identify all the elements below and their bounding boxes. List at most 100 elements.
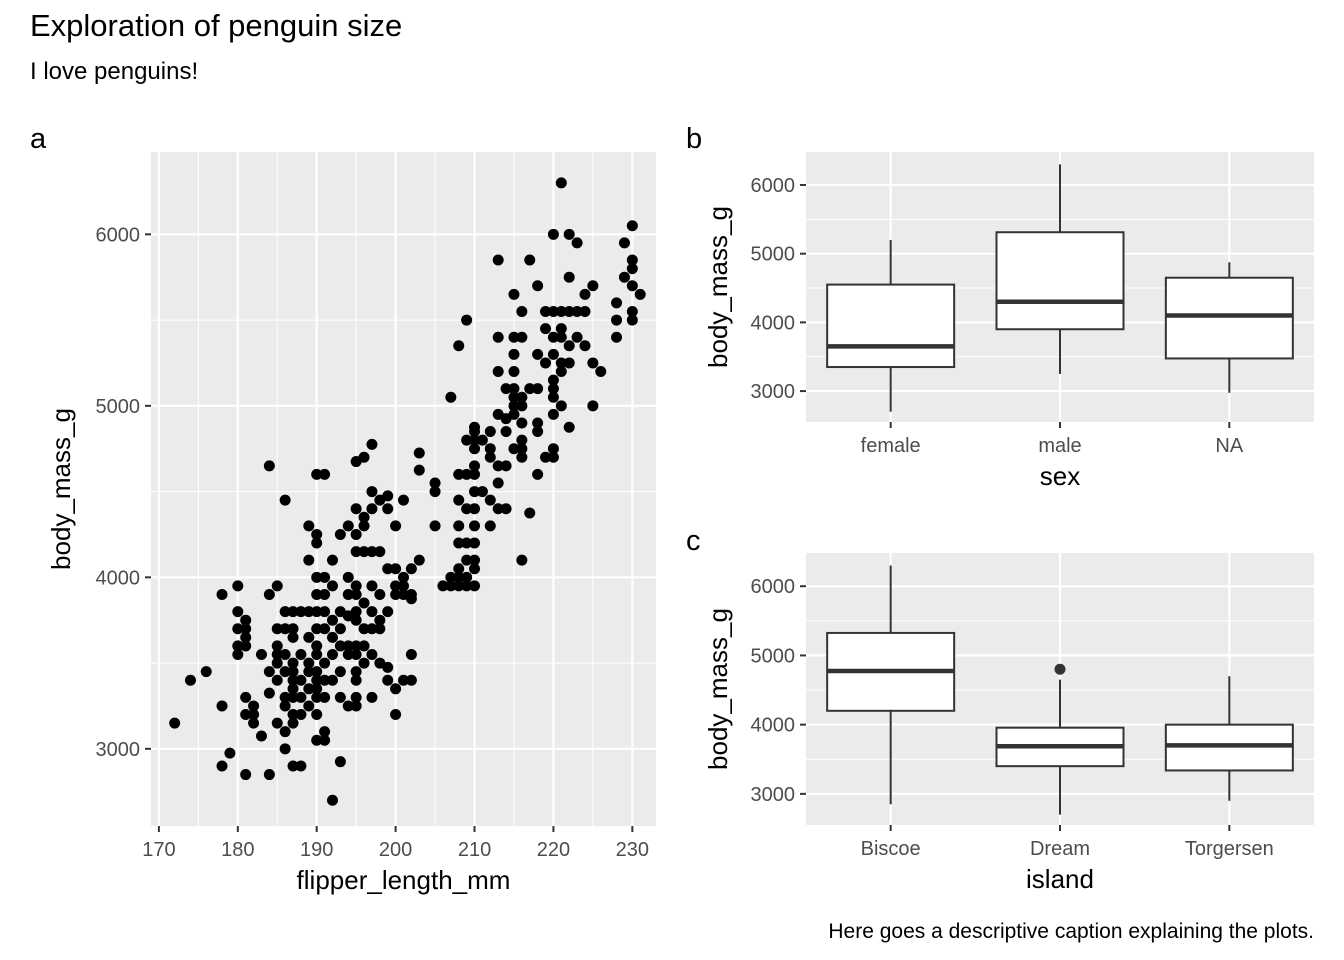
scatter-point xyxy=(334,623,346,635)
y-tick-label: 6000 xyxy=(751,175,796,197)
scatter-point xyxy=(303,554,315,566)
scatter-point xyxy=(200,666,212,678)
scatter-point xyxy=(279,494,291,506)
scatter-point xyxy=(595,366,607,378)
scatter-point xyxy=(358,520,370,532)
scatter-point xyxy=(358,511,370,523)
x-tick-label: 190 xyxy=(300,839,333,861)
scatter-point xyxy=(382,661,394,673)
scatter-point xyxy=(374,546,386,558)
scatter-point xyxy=(516,451,528,463)
scatter-point xyxy=(492,331,504,343)
y-tick-label: 3000 xyxy=(751,381,796,403)
scatter-point xyxy=(469,460,481,472)
scatter-point xyxy=(169,717,181,729)
panel-tag: a xyxy=(30,123,47,155)
scatter-point xyxy=(311,571,323,583)
scatter-point xyxy=(469,468,481,480)
scatter-point xyxy=(571,305,583,317)
scatter-point xyxy=(524,254,536,266)
scatter-point xyxy=(390,563,402,575)
scatter-point xyxy=(547,305,559,317)
y-tick-label: 6000 xyxy=(751,576,796,598)
scatter-point xyxy=(508,331,520,343)
scatter-point xyxy=(461,468,473,480)
scatter-point xyxy=(319,674,331,686)
scatter-point xyxy=(516,305,528,317)
scatter-point xyxy=(240,623,252,635)
scatter-point xyxy=(295,691,307,703)
scatter-point xyxy=(326,794,338,806)
scatter-point xyxy=(547,391,559,403)
panel-tag: c xyxy=(686,525,701,557)
scatter-point xyxy=(350,700,362,712)
scatter-point xyxy=(398,674,409,686)
scatter-point xyxy=(358,657,370,669)
scatter-point xyxy=(461,554,473,566)
scatter-point xyxy=(350,691,362,703)
scatter-point xyxy=(611,297,623,309)
scatter-point xyxy=(366,580,378,592)
scatter-point xyxy=(319,588,331,600)
scatter-point xyxy=(287,683,299,695)
box-male xyxy=(995,164,1125,374)
scatter-point xyxy=(469,503,481,515)
scatter-point xyxy=(626,220,638,232)
scatter-point xyxy=(555,323,567,335)
scatter-point xyxy=(587,400,599,412)
scatter-point xyxy=(540,451,552,463)
scatter-point xyxy=(469,443,481,455)
scatter-point xyxy=(342,640,354,652)
scatter-point xyxy=(382,490,394,502)
scatter-point xyxy=(618,237,630,249)
x-tick-label: Torgersen xyxy=(1185,838,1274,860)
scatter-point xyxy=(390,683,402,695)
scatter-point xyxy=(540,323,552,335)
scatter-point xyxy=(303,631,315,643)
scatter-point xyxy=(350,588,362,600)
y-tick-label: 3000 xyxy=(751,784,796,806)
scatter-point xyxy=(287,760,299,772)
scatter-point xyxy=(626,263,638,275)
box-na xyxy=(1164,262,1294,393)
scatter-point xyxy=(358,451,370,463)
scatter-point xyxy=(563,271,575,283)
scatter-point xyxy=(508,288,520,300)
scatter-point xyxy=(311,623,323,635)
scatter-point xyxy=(382,606,394,618)
box-iqr xyxy=(826,283,956,369)
scatter-point xyxy=(453,468,465,480)
scatter-point xyxy=(287,657,299,669)
scatter-point xyxy=(303,666,315,678)
panel-c: 3000 4000 5000 6000 Biscoe Dream Torgersen isla… xyxy=(686,525,1314,894)
scatter-point xyxy=(311,606,323,618)
scatter-point xyxy=(319,571,331,583)
scatter-point xyxy=(532,468,544,480)
y-tick-label: 3000 xyxy=(96,739,141,761)
scatter-point xyxy=(524,507,536,519)
scatter-point xyxy=(342,648,354,660)
scatter-point xyxy=(626,254,638,266)
scatter-point xyxy=(358,597,370,609)
scatter-point xyxy=(350,546,362,558)
scatter-point xyxy=(429,520,441,532)
scatter-point xyxy=(248,709,260,721)
scatter-point xyxy=(579,340,591,352)
scatter-point xyxy=(334,640,346,652)
scatter-point xyxy=(287,691,299,703)
y-axis-title: body_mass_g xyxy=(703,608,733,770)
x-tick-label: 210 xyxy=(458,839,491,861)
scatter-point xyxy=(429,486,441,498)
scatter-point xyxy=(516,554,528,566)
scatter-point xyxy=(579,305,591,317)
box-biscoe xyxy=(826,565,956,805)
scatter-point xyxy=(311,683,323,695)
scatter-point xyxy=(263,687,275,699)
scatter-point xyxy=(476,434,488,446)
y-axis-title: body_mass_g xyxy=(46,408,76,570)
scatter-point xyxy=(484,426,496,438)
scatter-point xyxy=(311,528,323,540)
scatter-point xyxy=(469,434,481,446)
scatter-point xyxy=(184,674,196,686)
scatter-point xyxy=(295,648,307,660)
